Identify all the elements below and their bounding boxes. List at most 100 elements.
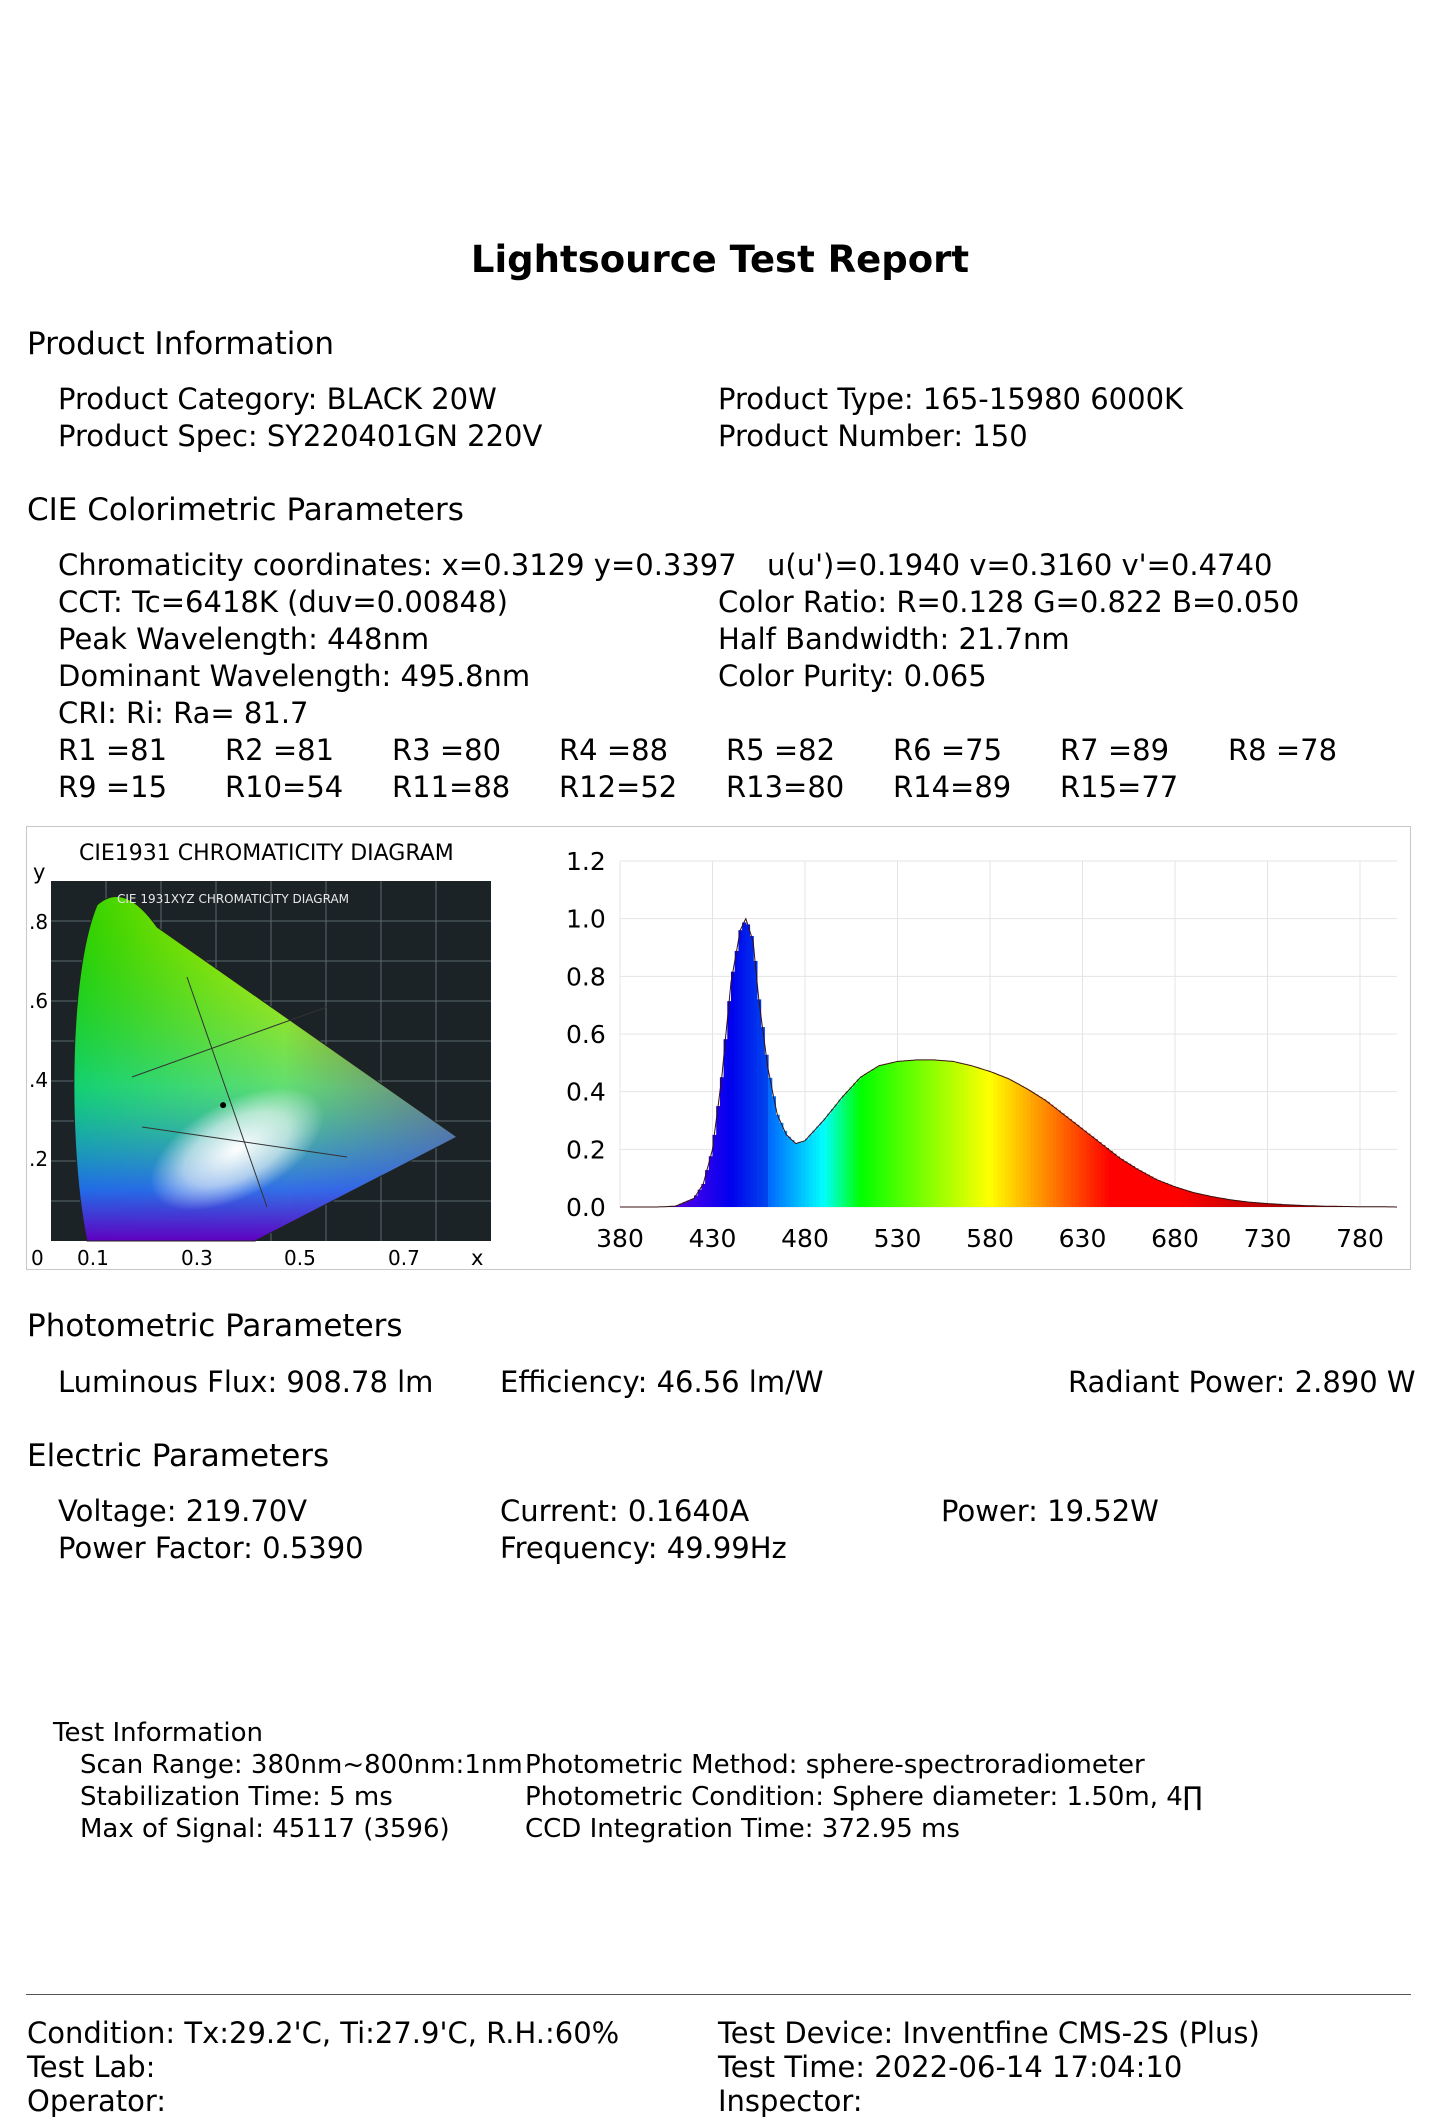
- spectrum-y-tick-label: 0.6: [566, 1020, 606, 1049]
- charts-panel: CIE1931 CHROMATICITY DIAGRAM y x CIE 193…: [26, 826, 1411, 1270]
- spectrum-bar: [1097, 1142, 1102, 1207]
- spectrum-bar: [882, 1064, 887, 1207]
- product-info-heading: Product Information: [27, 326, 335, 362]
- spectrum-bar: [982, 1069, 987, 1207]
- spectrum-y-tick-label: 0.2: [566, 1135, 606, 1164]
- spectrum-bar: [1030, 1092, 1035, 1207]
- spectrum-outline: [620, 917, 1397, 1208]
- spectrum-bar: [990, 1072, 995, 1207]
- spectrum-bar: [1226, 1199, 1232, 1207]
- luminous-flux: Luminous Flux: 908.78 lm: [58, 1365, 434, 1399]
- spectrum-bar: [1271, 1203, 1276, 1207]
- radiant-power: Radiant Power: 2.890 W: [1068, 1365, 1416, 1399]
- spectrum-bar: [916, 1059, 921, 1207]
- cri-r-value: R14=89: [893, 770, 1012, 804]
- spectrum-bar: [682, 1202, 688, 1207]
- spectrum-bar: [679, 1203, 684, 1207]
- spectrum-bar: [1019, 1085, 1024, 1207]
- report-title: Lightsource Test Report: [470, 238, 970, 281]
- spectrum-bar: [805, 1138, 810, 1207]
- spectrum-bar: [1038, 1096, 1043, 1207]
- spectrum-bar: [1178, 1188, 1183, 1207]
- spectrum-x-tick-label: 730: [1244, 1224, 1292, 1253]
- cri-r-value: R11=88: [392, 770, 511, 804]
- spectrum-bar: [749, 935, 754, 1207]
- cie-y-tick-label: .6: [29, 989, 48, 1013]
- spectrum-bar: [879, 1065, 884, 1207]
- spectrum-bar: [694, 1195, 699, 1207]
- spectrum-bar: [1141, 1172, 1146, 1207]
- cri-value: CRI: Ri: Ra= 81.7: [58, 696, 309, 730]
- cie-y-tick-label: .2: [29, 1147, 48, 1171]
- scan-range: Scan Range: 380nm~800nm:1nm: [80, 1750, 523, 1780]
- spectrum-bar: [993, 1073, 998, 1207]
- spectrum-bar: [904, 1060, 910, 1207]
- cri-r-value: R7 =89: [1060, 733, 1170, 767]
- spectrum-bar: [1008, 1079, 1013, 1207]
- cri-r-value: R2 =81: [225, 733, 335, 767]
- spectrum-bar: [1286, 1204, 1291, 1207]
- spectrum-bar: [1082, 1130, 1087, 1207]
- spectrum-x-tick-label: 480: [781, 1224, 829, 1253]
- spectrum-bar: [697, 1189, 702, 1207]
- spectrum-chart: 0.0 0.2 0.4 0.6 0.8 1.0 1.2 380 430 480 530 580 630 6…: [566, 847, 1397, 1253]
- power-factor: Power Factor: 0.5390: [58, 1531, 364, 1565]
- spectrum-bar: [742, 922, 747, 1207]
- spectrum-bar: [1149, 1176, 1154, 1207]
- spectrum-bar: [716, 1106, 721, 1207]
- cri-r-value: R8 =78: [1228, 733, 1338, 767]
- spectrum-bar: [1304, 1205, 1309, 1207]
- spectrum-bar: [734, 950, 739, 1207]
- spectrum-bar: [1067, 1119, 1072, 1207]
- spectrum-bar: [779, 1122, 784, 1207]
- spectrum-bar: [1274, 1204, 1280, 1207]
- spectrum-bar: [867, 1071, 873, 1207]
- spectrum-bar: [1223, 1198, 1228, 1207]
- cie-locus: [73, 896, 458, 1242]
- spectrum-bar: [1049, 1104, 1054, 1207]
- spectrum-bar: [719, 1077, 725, 1207]
- spectrum-bar: [764, 1054, 769, 1207]
- spectrum-bar: [1263, 1203, 1269, 1207]
- spectrum-bar: [812, 1130, 817, 1207]
- spectrum-bar: [1200, 1194, 1206, 1207]
- spectrum-bar: [1115, 1156, 1121, 1207]
- spectrum-bar: [964, 1064, 969, 1207]
- spectrum-bar: [1027, 1089, 1032, 1207]
- spectrum-bar: [1015, 1083, 1021, 1207]
- footer-test-lab: Test Lab:: [27, 2050, 156, 2084]
- spectrum-bar: [1075, 1124, 1080, 1207]
- cie-y-tick-label: .8: [29, 910, 48, 934]
- spectrum-y-tick-label: 0.8: [566, 962, 606, 991]
- spectrum-bar: [941, 1060, 947, 1207]
- spectrum-bar: [708, 1156, 714, 1207]
- photometric-method: Photometric Method: sphere-spectroradiom…: [525, 1750, 1145, 1780]
- spectrum-bar: [923, 1059, 928, 1207]
- spectrum-bar: [1308, 1205, 1313, 1207]
- spectrum-bar: [934, 1060, 939, 1207]
- spectrum-bar: [960, 1063, 965, 1207]
- spectrum-bar: [775, 1114, 780, 1207]
- spectrum-bar: [1267, 1203, 1272, 1207]
- spectrum-bar: [1252, 1202, 1257, 1207]
- spectrum-bar: [1064, 1116, 1069, 1207]
- spectrum-bar: [1186, 1190, 1191, 1207]
- cie-chromaticity-diagram: CIE1931 CHROMATICITY DIAGRAM y x CIE 193…: [29, 841, 491, 1269]
- footer-condition: Condition: Tx:29.2'C, Ti:27.9'C, R.H.:60…: [27, 2016, 620, 2050]
- spectrum-bar: [1241, 1201, 1246, 1207]
- spectrum-bar: [886, 1063, 891, 1207]
- spectrum-bar: [856, 1079, 862, 1207]
- spectrum-bar: [1260, 1203, 1265, 1207]
- spectrum-bar: [701, 1183, 706, 1207]
- spectrum-bar: [1282, 1204, 1287, 1207]
- spectrum-bar: [1034, 1094, 1039, 1207]
- spectrum-y-tick-label: 1.2: [566, 847, 606, 876]
- uv-coordinates: u(u')=0.1940 v=0.3160 v'=0.4740: [767, 548, 1273, 582]
- spectrum-bar: [1052, 1107, 1058, 1207]
- spectrum-bar: [845, 1091, 850, 1207]
- spectrum-bar: [1060, 1113, 1065, 1207]
- spectrum-bar: [801, 1141, 806, 1207]
- spectrum-bar: [1171, 1186, 1176, 1207]
- spectrum-bar: [782, 1130, 788, 1207]
- spectrum-bar: [712, 1134, 717, 1207]
